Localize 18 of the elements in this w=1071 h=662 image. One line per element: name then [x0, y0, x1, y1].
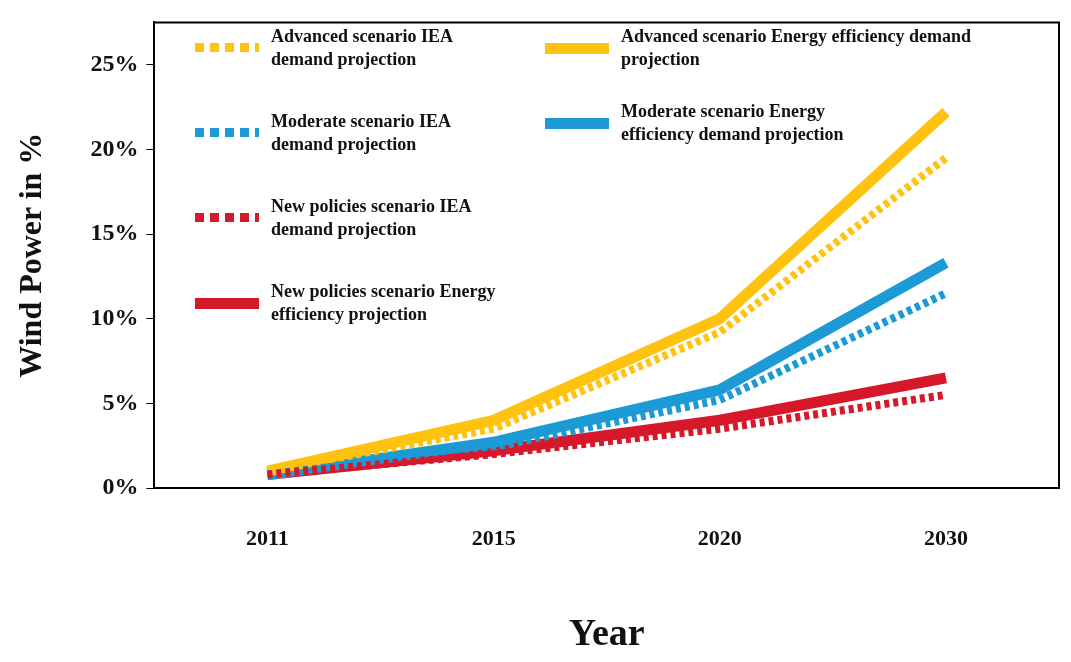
y-axis-title: Wind Power in %	[12, 132, 49, 378]
legend-label: Advanced scenario Energy efficiency demand projection	[621, 25, 971, 71]
x-axis-title: Year	[568, 611, 645, 654]
legend-label: Advanced scenario IEA demand projection	[271, 25, 454, 71]
x-tick-label: 2015	[471, 524, 516, 550]
legend-label: Moderate scenario Energy efficiency demand projection	[621, 100, 845, 146]
y-tick-label: 5%	[102, 388, 139, 415]
x-tick-label: 2011	[246, 524, 289, 550]
y-tick-label: 15%	[90, 219, 139, 246]
y-tick-label: 20%	[90, 134, 139, 161]
legend-label: New policies scenario Energy efficiency projection	[271, 280, 497, 326]
x-tick-label: 2020	[697, 524, 742, 550]
x-tick-label: 2030	[923, 524, 968, 550]
legend-label: Moderate scenario IEA demand projection	[271, 110, 452, 156]
y-tick-label: 25%	[90, 49, 139, 76]
legend-label: New policies scenario IEA demand projection	[271, 195, 472, 241]
y-tick-label: 0%	[102, 473, 139, 500]
y-tick-label: 10%	[90, 303, 139, 330]
